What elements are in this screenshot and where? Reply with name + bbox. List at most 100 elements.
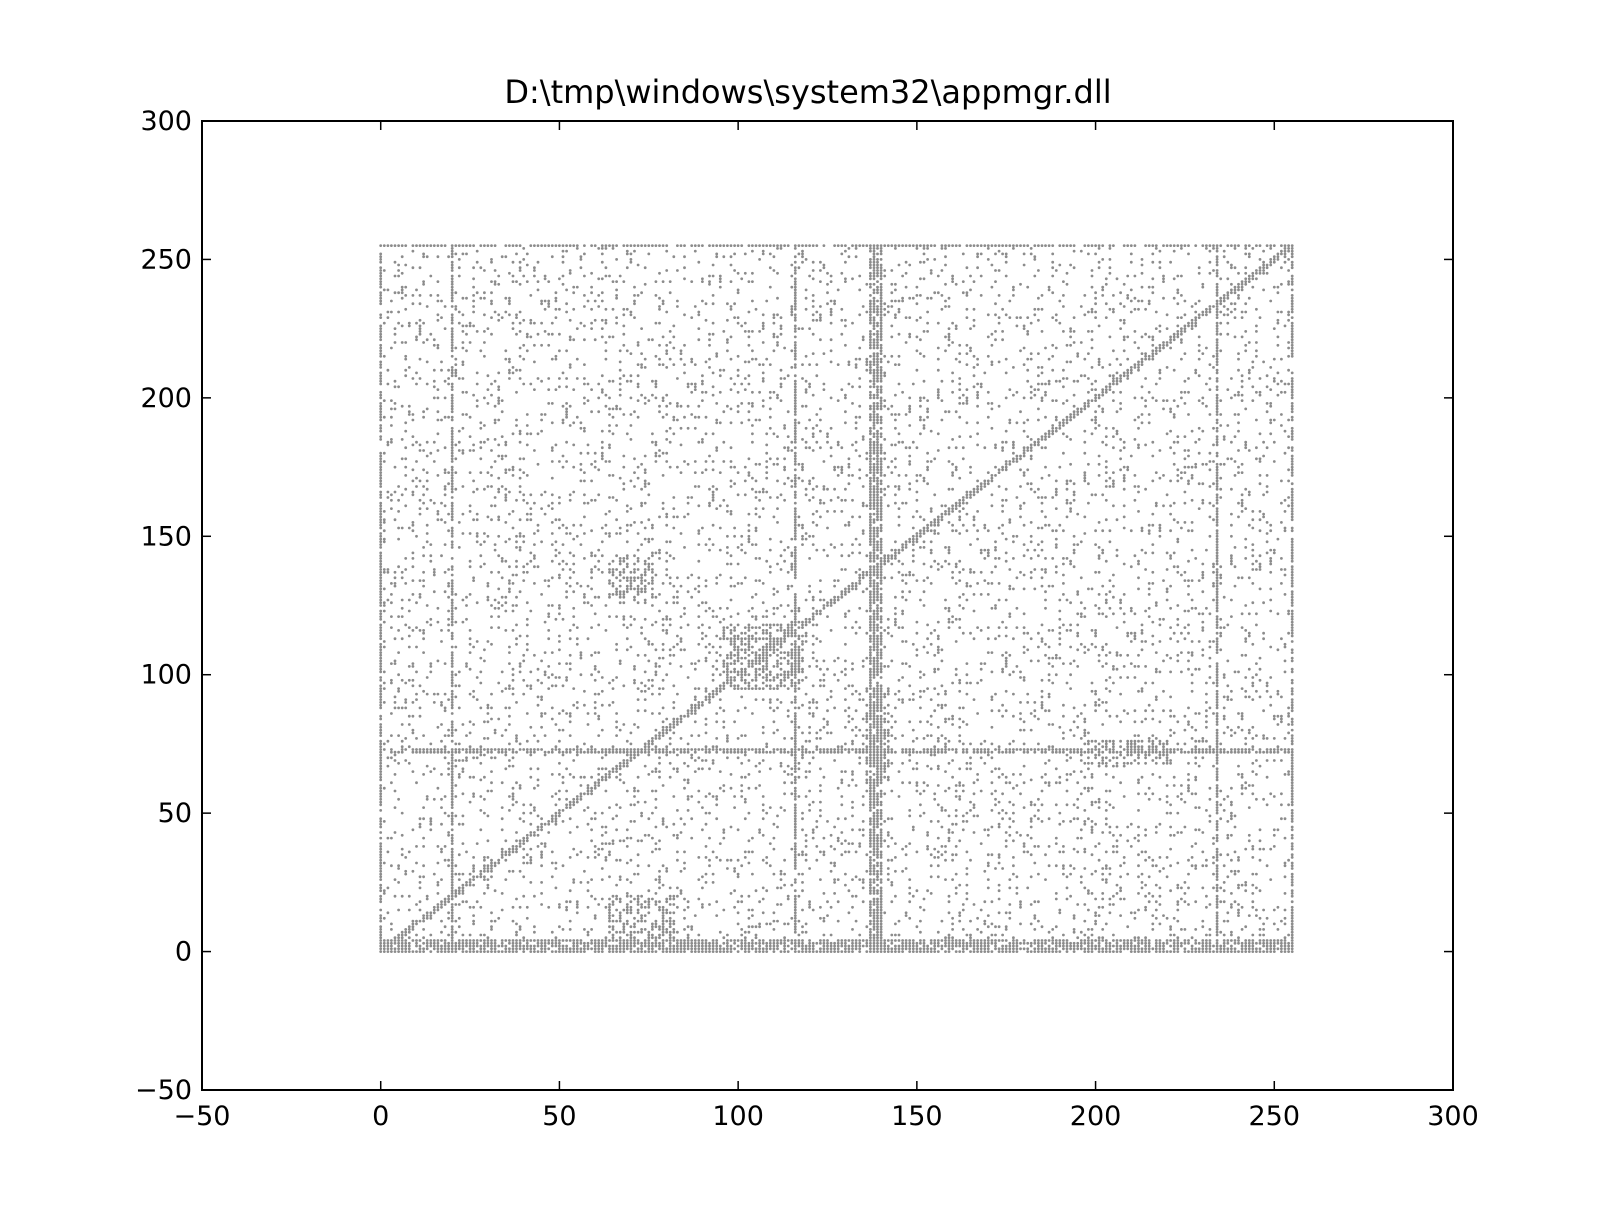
scatter-point xyxy=(611,407,615,411)
scatter-point xyxy=(568,817,572,821)
scatter-point xyxy=(722,368,726,372)
scatter-point xyxy=(954,814,958,818)
scatter-point xyxy=(747,534,751,538)
scatter-point xyxy=(929,565,933,569)
scatter-point xyxy=(997,321,1001,325)
scatter-point xyxy=(407,936,411,940)
scatter-point xyxy=(740,382,744,386)
scatter-point xyxy=(461,933,465,937)
scatter-point xyxy=(958,343,962,347)
scatter-point xyxy=(715,446,719,450)
scatter-point xyxy=(457,759,461,762)
scatter-point xyxy=(382,620,386,624)
scatter-point xyxy=(994,867,997,870)
scatter-point xyxy=(647,537,651,541)
scatter-point xyxy=(811,534,815,538)
scatter-point xyxy=(625,349,629,353)
scatter-point xyxy=(836,579,840,582)
scatter-point xyxy=(829,869,833,873)
scatter-point xyxy=(729,773,733,776)
scatter-point xyxy=(397,689,400,693)
scatter-point xyxy=(1001,817,1004,821)
scatter-point xyxy=(994,280,997,283)
chart-title: D:\tmp\windows\system32\appmgr.dll xyxy=(504,73,1111,111)
scatter-point xyxy=(901,573,904,577)
scatter-point xyxy=(515,390,518,394)
scatter-point xyxy=(801,889,804,893)
scatter-point xyxy=(583,689,586,693)
scatter-point xyxy=(647,773,651,776)
scatter-point xyxy=(643,402,647,405)
scatter-point xyxy=(736,291,740,295)
scatter-point xyxy=(890,714,894,718)
scatter-point xyxy=(951,280,954,283)
scatter-point xyxy=(490,316,493,319)
scatter-point xyxy=(861,820,865,823)
scatter-point xyxy=(483,864,486,868)
scatter-point xyxy=(997,626,1001,629)
scatter-point xyxy=(640,327,643,330)
scatter-point xyxy=(786,374,790,378)
scatter-point xyxy=(904,501,908,505)
scatter-point xyxy=(754,651,758,654)
scatter-point xyxy=(536,814,540,818)
scatter-point xyxy=(647,939,651,942)
scatter-point xyxy=(947,933,951,937)
scatter-point xyxy=(429,332,433,336)
scatter-point xyxy=(908,684,912,688)
scatter-point xyxy=(976,266,979,270)
scatter-point xyxy=(611,379,615,383)
scatter-point xyxy=(990,476,994,480)
scatter-point xyxy=(801,925,804,929)
scatter-point xyxy=(858,346,862,350)
scatter-point xyxy=(425,764,429,768)
scatter-point xyxy=(443,590,447,594)
scatter-point xyxy=(922,811,926,815)
scatter-point xyxy=(704,432,708,436)
scatter-point xyxy=(379,759,383,762)
scatter-point xyxy=(643,709,647,713)
scatter-point xyxy=(751,432,754,436)
scatter-point xyxy=(625,510,629,513)
scatter-point xyxy=(736,404,740,408)
scatter-point xyxy=(758,925,761,929)
scatter-point xyxy=(790,349,794,353)
scatter-point xyxy=(397,908,400,912)
scatter-point xyxy=(894,706,897,710)
scatter-point xyxy=(525,335,529,339)
scatter-point xyxy=(783,631,786,635)
scatter-point xyxy=(990,343,994,347)
scatter-point xyxy=(715,582,719,585)
scatter-point xyxy=(811,656,815,660)
scatter-point xyxy=(518,432,522,436)
scatter-point xyxy=(976,432,979,436)
scatter-point xyxy=(904,914,908,917)
scatter-point xyxy=(944,689,947,693)
scatter-point xyxy=(876,908,879,912)
scatter-point xyxy=(583,426,586,430)
scatter-point xyxy=(472,941,475,945)
scatter-point xyxy=(936,784,940,787)
scatter-point xyxy=(897,523,901,527)
scatter-point xyxy=(672,601,676,605)
scatter-point xyxy=(415,382,418,386)
scatter-point xyxy=(550,814,554,818)
scatter-point xyxy=(676,299,679,303)
scatter-point xyxy=(686,382,690,386)
scatter-point xyxy=(393,244,397,248)
scatter-point xyxy=(726,349,729,353)
scatter-point xyxy=(865,363,869,366)
scatter-point xyxy=(929,642,933,646)
scatter-point xyxy=(440,701,443,704)
scatter-point xyxy=(915,889,919,893)
scatter-point xyxy=(479,457,483,461)
scatter-point xyxy=(615,296,618,300)
scatter-point xyxy=(883,717,887,721)
scatter-point xyxy=(411,665,415,668)
scatter-point xyxy=(461,313,465,317)
scatter-point xyxy=(511,366,515,369)
scatter-point xyxy=(890,789,894,793)
scatter-point xyxy=(665,900,669,904)
scatter-point xyxy=(847,554,851,558)
scatter-point xyxy=(861,881,865,884)
